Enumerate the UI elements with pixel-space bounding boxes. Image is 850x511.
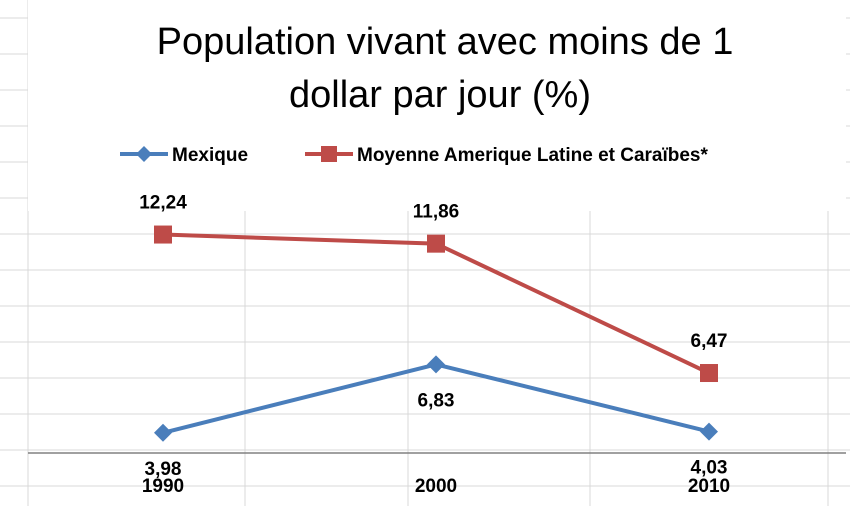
legend-item-mexique: Mexique bbox=[120, 145, 248, 166]
data-label-moyenne-2010: 6,47 bbox=[691, 331, 728, 352]
chart-title-line-2: dollar par jour (%) bbox=[289, 74, 591, 116]
plot-area: 3,98 6,83 4,03 12,24 11,86 6,47 bbox=[139, 193, 727, 480]
data-point-mexique-1990 bbox=[154, 423, 172, 442]
legend-marker-diamond-icon bbox=[136, 146, 152, 162]
data-point-mexique-2010 bbox=[700, 422, 718, 441]
data-label-moyenne-2000: 11,86 bbox=[413, 202, 460, 223]
chart-title-line-1: Population vivant avec moins de 1 bbox=[157, 21, 734, 63]
x-tick-label-1990: 1990 bbox=[142, 476, 184, 497]
legend: Mexique Moyenne Amerique Latine et Caraï… bbox=[120, 145, 709, 166]
legend-item-moyenne: Moyenne Amerique Latine et Caraïbes* bbox=[305, 145, 709, 166]
x-tick-label-2010: 2010 bbox=[688, 476, 730, 497]
legend-marker-square-icon bbox=[321, 146, 337, 162]
chart-title-area bbox=[28, 0, 846, 211]
data-label-moyenne-1990: 12,24 bbox=[139, 193, 187, 214]
data-point-moyenne-1990 bbox=[154, 225, 172, 244]
data-point-mexique-2000 bbox=[427, 355, 445, 374]
data-label-mexique-1990: 3,98 bbox=[145, 459, 182, 480]
x-axis-tick-labels: 1990 2000 2010 bbox=[142, 476, 730, 497]
data-point-moyenne-2010 bbox=[700, 364, 718, 383]
data-point-moyenne-2000 bbox=[427, 234, 445, 253]
legend-label-moyenne: Moyenne Amerique Latine et Caraïbes* bbox=[357, 145, 709, 166]
data-label-mexique-2010: 4,03 bbox=[691, 458, 728, 479]
legend-label-mexique: Mexique bbox=[172, 145, 248, 166]
data-label-mexique-2000: 6,83 bbox=[418, 390, 455, 411]
x-tick-label-2000: 2000 bbox=[415, 476, 457, 497]
